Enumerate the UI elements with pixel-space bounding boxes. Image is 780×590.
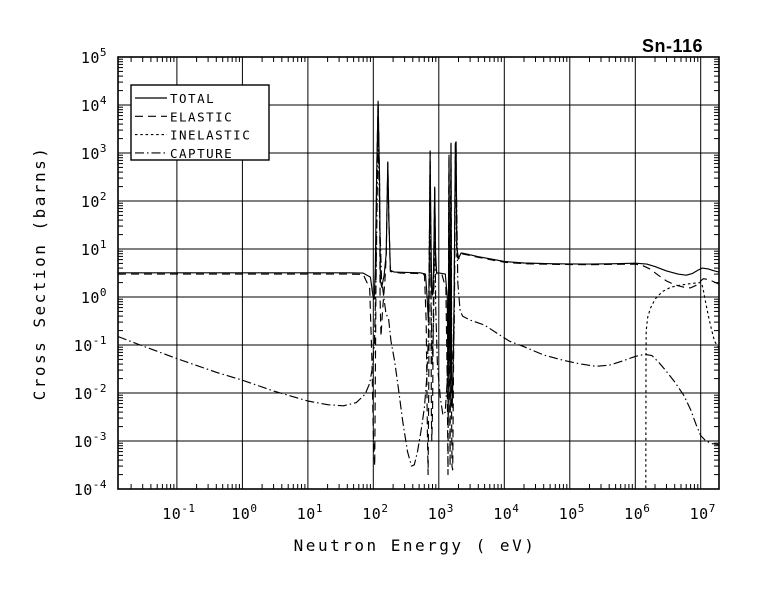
x-tick-label: 104 [493, 502, 519, 523]
series-layer [118, 100, 719, 489]
x-tick-label: 105 [559, 502, 585, 523]
legend: TOTAL ELASTIC INELASTIC CAPTURE [130, 84, 270, 161]
x-axis-label: Neutron Energy ( eV) [294, 536, 537, 555]
y-tick-label: 10-4 [74, 478, 107, 499]
legend-label-elastic: ELASTIC [170, 109, 233, 124]
legend-label-total: TOTAL [170, 91, 215, 106]
y-tick-label: 101 [81, 238, 107, 259]
legend-label-inelastic: INELASTIC [170, 128, 251, 143]
x-tick-label: 100 [231, 502, 257, 523]
y-tick-label: 104 [81, 94, 107, 115]
y-tick-label: 103 [81, 142, 107, 163]
y-tick-label: 100 [81, 286, 107, 307]
tick-label-layer: 10-1 100 101 102 103 104 105 106 107 105 104 103 102… [74, 46, 716, 523]
tick-layer [118, 57, 719, 489]
legend-label-capture: CAPTURE [170, 146, 233, 161]
y-tick-label: 10-1 [74, 334, 107, 355]
series-total [118, 100, 719, 423]
y-tick-label: 105 [81, 46, 107, 67]
x-tick-label: 102 [362, 502, 388, 523]
x-tick-label: 10-1 [162, 502, 195, 523]
series-capture [118, 133, 719, 467]
y-axis-label: Cross Section (barns) [30, 146, 49, 401]
y-tick-label: 10-2 [74, 382, 107, 403]
plot-title: Sn-116 [642, 36, 703, 56]
y-tick-label: 102 [81, 190, 107, 211]
x-tick-label: 107 [690, 502, 716, 523]
series-inelastic [645, 282, 719, 489]
x-tick-label: 101 [297, 502, 323, 523]
plot-frame [117, 56, 720, 490]
x-tick-label: 106 [624, 502, 650, 523]
x-tick-label: 103 [428, 502, 454, 523]
y-tick-label: 10-3 [74, 430, 107, 451]
